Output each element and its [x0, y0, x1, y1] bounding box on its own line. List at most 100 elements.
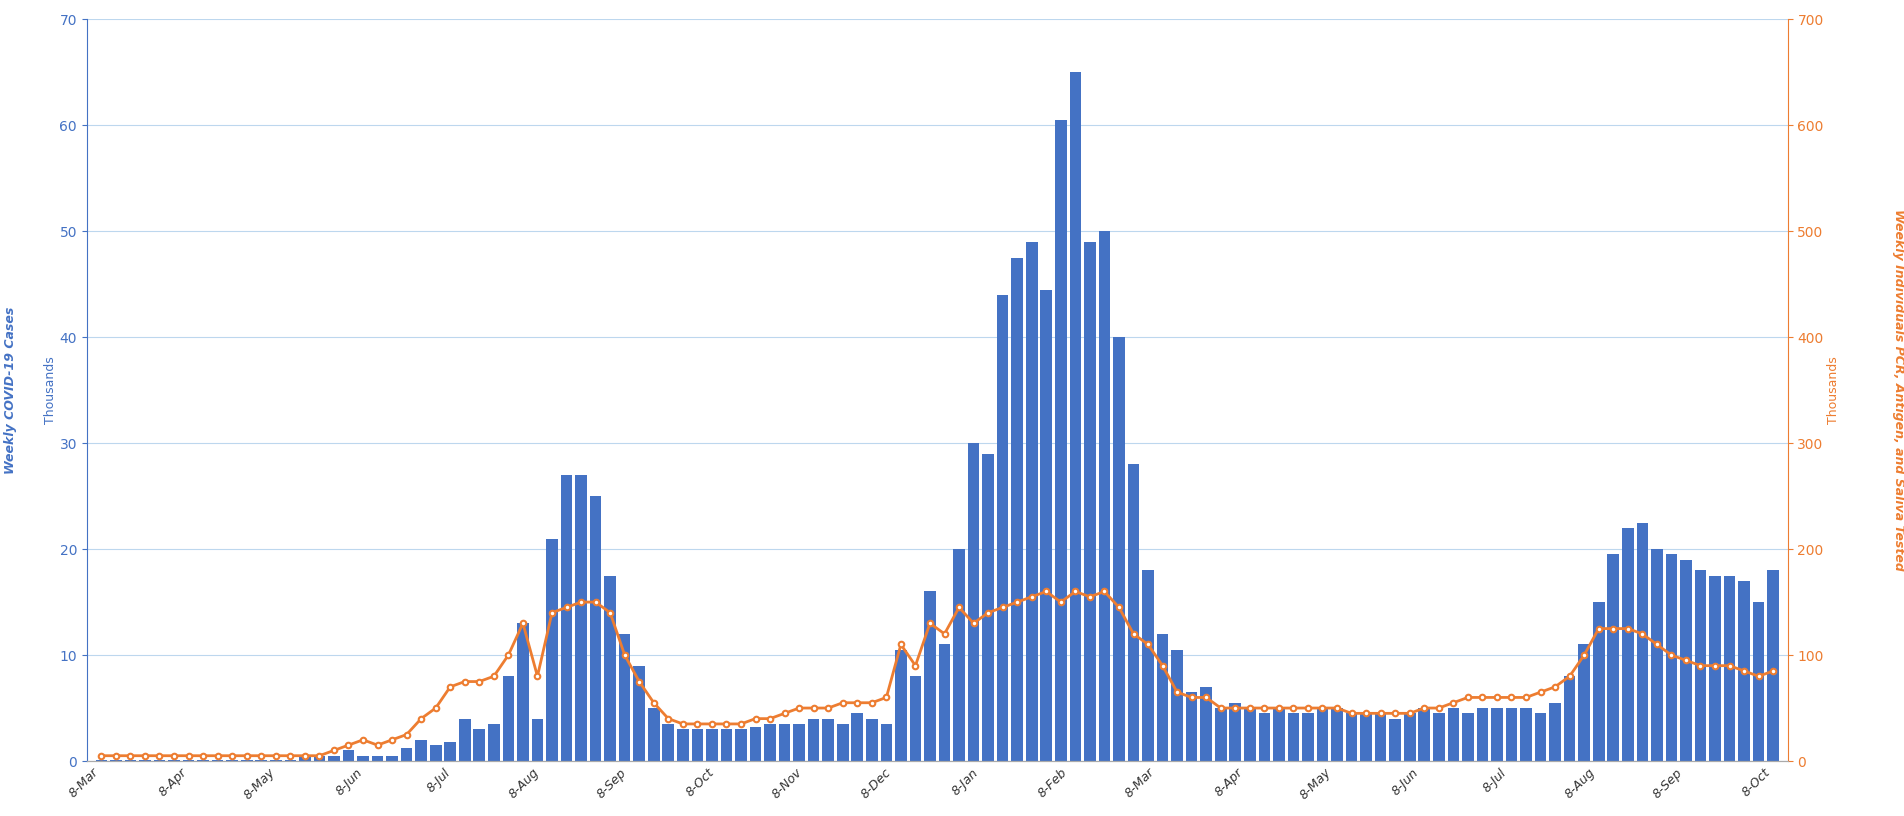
Bar — [851, 713, 863, 761]
Y-axis label: Thousands: Thousands — [1826, 357, 1839, 424]
Bar — [168, 760, 179, 761]
Bar — [691, 730, 703, 761]
Bar — [1679, 560, 1693, 761]
Bar — [1478, 708, 1489, 761]
Bar — [518, 623, 529, 761]
Bar — [270, 760, 282, 761]
Bar — [604, 575, 617, 761]
Bar — [678, 730, 689, 761]
Bar — [1767, 570, 1778, 761]
Bar — [895, 650, 906, 761]
Bar — [474, 730, 486, 761]
Bar — [1158, 634, 1169, 761]
Bar — [1026, 242, 1038, 761]
Bar — [1506, 708, 1517, 761]
Bar — [1578, 645, 1590, 761]
Bar — [634, 666, 645, 761]
Bar — [720, 730, 733, 761]
Bar — [838, 724, 849, 761]
Bar — [95, 760, 107, 761]
Bar — [1434, 713, 1445, 761]
Bar — [1390, 719, 1401, 761]
Bar — [487, 724, 499, 761]
Bar — [1563, 676, 1575, 761]
Bar — [794, 724, 805, 761]
Bar — [1083, 242, 1095, 761]
Bar — [1359, 713, 1373, 761]
Bar — [459, 719, 470, 761]
Bar — [1447, 708, 1458, 761]
Bar — [779, 724, 790, 761]
Bar — [619, 634, 630, 761]
Bar — [1040, 290, 1053, 761]
Bar — [575, 475, 586, 761]
Bar — [1375, 713, 1386, 761]
Bar — [139, 760, 150, 761]
Bar — [154, 760, 166, 761]
Bar — [430, 745, 442, 761]
Bar — [1462, 713, 1474, 761]
Bar — [183, 760, 194, 761]
Bar — [284, 760, 297, 761]
Bar — [1186, 692, 1198, 761]
Bar — [1274, 708, 1285, 761]
Bar — [299, 756, 310, 761]
Bar — [1491, 708, 1502, 761]
Bar — [1287, 713, 1299, 761]
Bar — [327, 756, 339, 761]
Bar — [1403, 713, 1415, 761]
Bar — [560, 475, 573, 761]
Bar — [1607, 554, 1618, 761]
Bar — [982, 454, 994, 761]
Bar — [910, 676, 922, 761]
Bar — [1099, 231, 1110, 761]
Bar — [314, 756, 326, 761]
Bar — [1666, 554, 1677, 761]
Bar — [923, 592, 935, 761]
Y-axis label: Thousands: Thousands — [44, 357, 57, 424]
Bar — [358, 756, 369, 761]
Bar — [1651, 549, 1662, 761]
Bar — [954, 549, 965, 761]
Bar — [1637, 522, 1649, 761]
Bar — [1302, 713, 1314, 761]
Bar — [1243, 708, 1255, 761]
Bar — [1622, 528, 1634, 761]
Bar — [1171, 650, 1182, 761]
Bar — [590, 496, 602, 761]
Bar — [444, 742, 457, 761]
Bar — [663, 724, 674, 761]
Text: Weekly Individuals PCR, Antigen, and Saliva Tested: Weekly Individuals PCR, Antigen, and Sal… — [1893, 209, 1904, 571]
Bar — [939, 645, 950, 761]
Bar — [1723, 575, 1735, 761]
Bar — [110, 760, 122, 761]
Bar — [735, 730, 746, 761]
Bar — [1230, 703, 1241, 761]
Bar — [1070, 73, 1081, 761]
Bar — [1011, 258, 1022, 761]
Bar — [503, 676, 514, 761]
Bar — [880, 724, 893, 761]
Bar — [807, 719, 819, 761]
Bar — [1331, 708, 1342, 761]
Bar — [866, 719, 878, 761]
Bar — [1754, 602, 1765, 761]
Bar — [546, 539, 558, 761]
Bar — [764, 724, 775, 761]
Bar — [415, 740, 426, 761]
Bar — [1318, 708, 1329, 761]
Bar — [647, 708, 659, 761]
Bar — [1519, 708, 1533, 761]
Text: Weekly COVID-19 Cases: Weekly COVID-19 Cases — [4, 307, 17, 474]
Bar — [1114, 337, 1125, 761]
Bar — [402, 748, 413, 761]
Bar — [1055, 120, 1066, 761]
Bar — [343, 751, 354, 761]
Bar — [255, 760, 267, 761]
Bar — [211, 760, 223, 761]
Bar — [750, 727, 762, 761]
Bar — [1259, 713, 1270, 761]
Bar — [1550, 703, 1561, 761]
Bar — [1535, 713, 1546, 761]
Bar — [998, 295, 1009, 761]
